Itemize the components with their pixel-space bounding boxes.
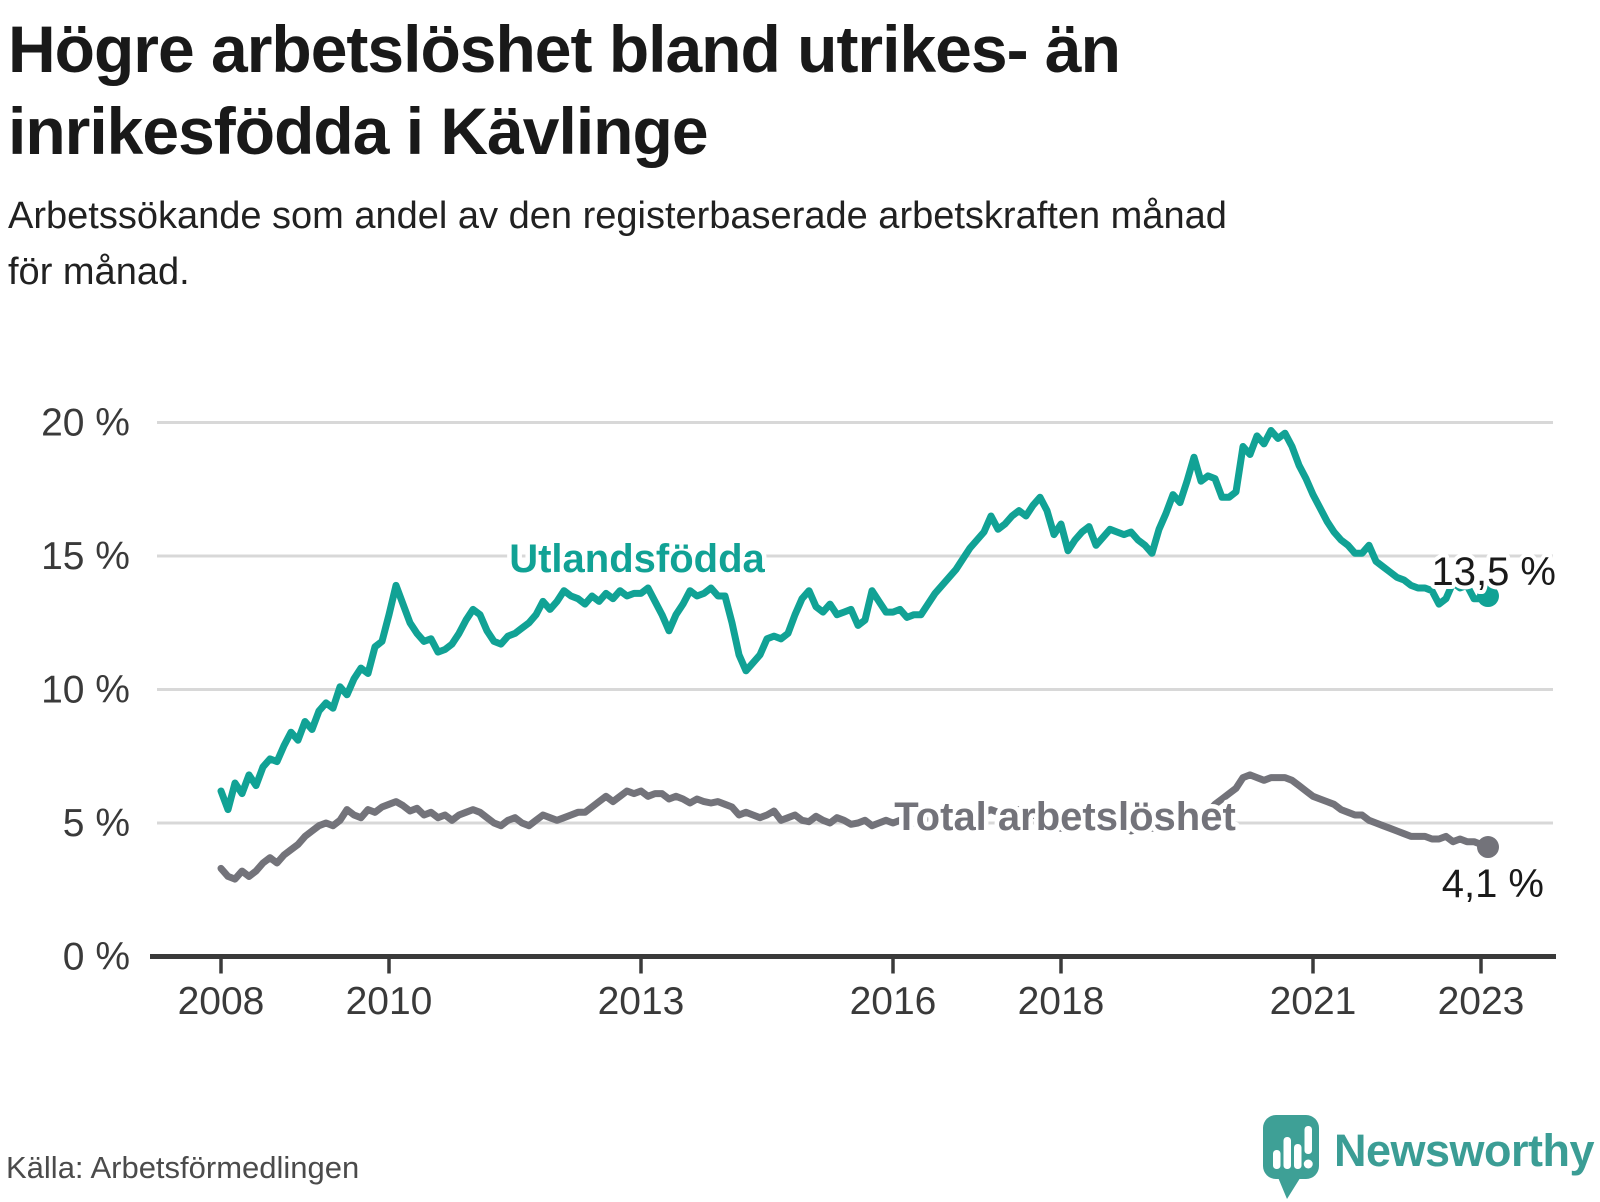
chart-title-line-2: inrikesfödda i Kävlinge <box>8 94 709 168</box>
series-label-utlandsfodda: Utlandsfödda <box>509 537 765 581</box>
x-axis-tick-label: 2023 <box>1438 980 1525 1023</box>
series-end-dot-utlandsfodda <box>1477 585 1499 608</box>
x-axis-tick-label: 2016 <box>850 980 937 1023</box>
end-value-label-utlandsfodda: 13,5 % <box>1431 550 1556 594</box>
series-line-total <box>217 771 1492 883</box>
newsworthy-speech-bubble-bar-chart-icon <box>1263 1115 1319 1199</box>
source-note: Källa: Arbetsförmedlingen <box>6 1150 360 1185</box>
end-value-label-total: 4,1 % <box>1442 862 1544 906</box>
y-axis-tick-label: 10 % <box>41 669 130 712</box>
x-axis-tick-label: 2008 <box>178 980 265 1023</box>
y-axis-tick-label: 20 % <box>41 402 130 445</box>
newsworthy-wordmark: Newsworthy <box>1334 1125 1595 1176</box>
x-axis-tick-label: 2010 <box>346 980 433 1023</box>
x-axis-tick-label: 2018 <box>1018 980 1105 1023</box>
series-line-utlandsfodda <box>217 427 1492 814</box>
y-axis-tick-label: 5 % <box>63 802 130 845</box>
chart-title-line-1: Högre arbetslöshet bland utrikes- än <box>8 12 1121 86</box>
chart-title: Högre arbetslöshet bland utrikes- än inr… <box>8 8 1428 172</box>
y-axis-tick-label: 0 % <box>63 936 130 979</box>
x-axis-tick-label: 2013 <box>598 980 685 1023</box>
x-axis-tick-label: 2021 <box>1270 980 1357 1023</box>
series-label-total: Total arbetslöshet <box>894 795 1236 839</box>
y-axis-tick-label: 15 % <box>41 535 130 578</box>
newsworthy-logo: Newsworthy <box>1262 1114 1595 1202</box>
chart-subtitle-line-2: för månad. <box>8 251 190 293</box>
series-end-dot-total <box>1477 836 1499 859</box>
chart-subtitle: Arbetssökande som andel av den registerb… <box>8 188 1568 300</box>
chart-subtitle-line-1: Arbetssökande som andel av den registerb… <box>8 195 1227 237</box>
